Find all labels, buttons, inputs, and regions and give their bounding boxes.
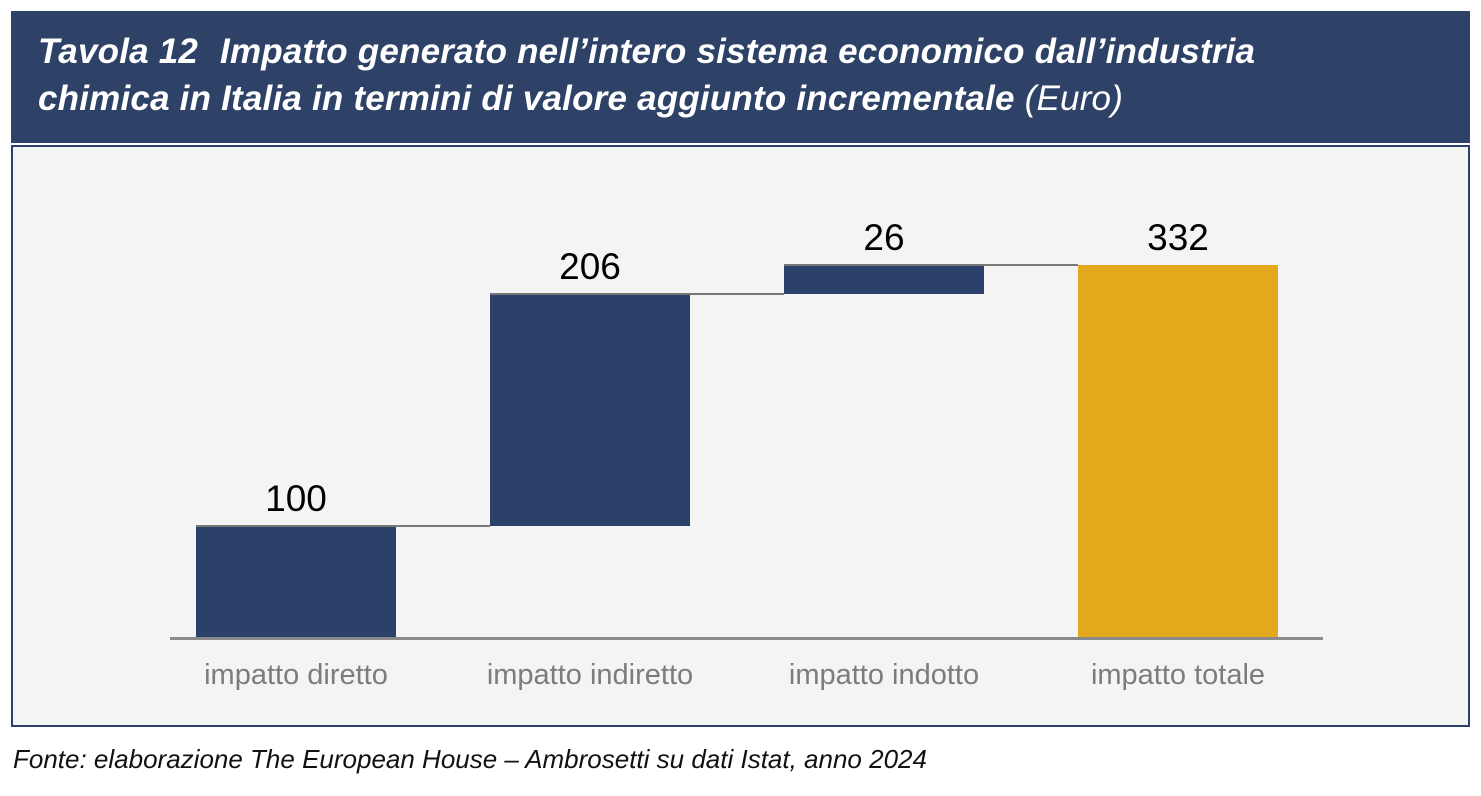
waterfall-chart: 100 impatto diretto 206 impatto indiretto 26…	[13, 147, 1468, 725]
bar-value-label: 206	[559, 246, 621, 288]
chart-panel: 100 impatto diretto 206 impatto indiretto 26…	[11, 145, 1470, 727]
bar-value-label: 332	[1147, 217, 1209, 258]
category-label: impatto indiretto	[486, 659, 694, 691]
chart-title-band: Tavola 12 Impatto generato nell’intero si…	[11, 11, 1470, 143]
connector-line	[784, 264, 1078, 266]
chart-title-line-1: Tavola 12 Impatto generato nell’intero si…	[38, 28, 1450, 75]
table-number-label: Tavola 12	[38, 32, 199, 71]
chart-title-text-1: Impatto generato nell’intero sistema eco…	[220, 32, 1256, 71]
source-note: Fonte: elaborazione The European House –…	[13, 744, 927, 774]
x-axis-line	[170, 637, 1323, 640]
waterfall-bar	[196, 525, 396, 638]
connector-line	[490, 293, 784, 296]
connector-line	[196, 524, 490, 527]
waterfall-bar	[784, 265, 984, 295]
category-label: impatto totale	[1090, 659, 1266, 691]
chart-title-text-2: chimica in Italia in termini di valore a…	[38, 79, 1015, 118]
category-label: impatto diretto	[204, 659, 388, 691]
bar-value-label: 26	[863, 217, 905, 258]
waterfall-bar	[1078, 265, 1278, 638]
chart-title-line-2: chimica in Italia in termini di valore a…	[38, 75, 1450, 122]
category-label: impatto indotto	[788, 659, 980, 691]
chart-title-unit: (Euro)	[1024, 79, 1124, 118]
waterfall-bar	[490, 294, 690, 526]
bar-value-label: 100	[265, 477, 327, 519]
